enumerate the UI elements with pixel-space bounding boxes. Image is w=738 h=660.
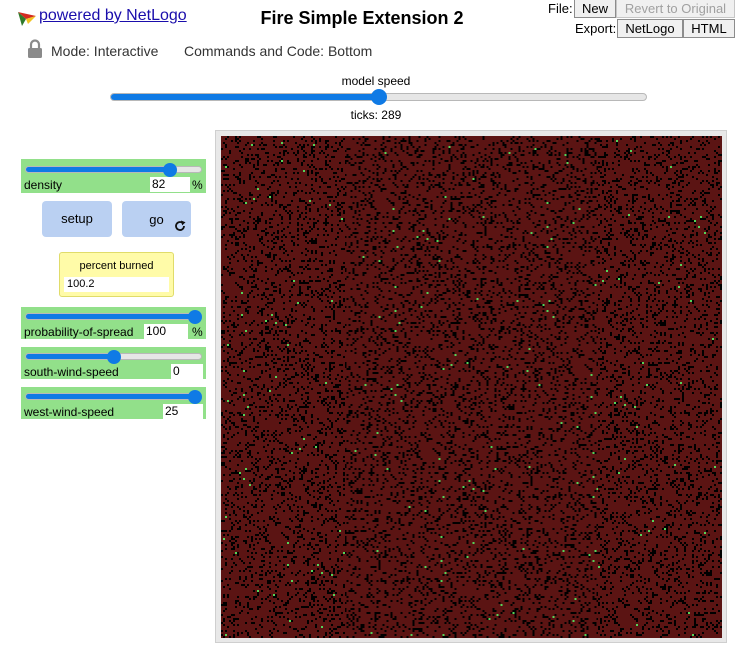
probability-unit: %: [192, 325, 203, 339]
south-wind-speed-slider[interactable]: south-wind-speed 0: [21, 347, 206, 379]
west-wind-speed-label: west-wind-speed: [24, 405, 115, 419]
south-wind-speed-value[interactable]: 0: [171, 364, 203, 379]
density-slider-fill: [26, 167, 170, 172]
model-title-container: Fire Simple Extension 2: [0, 8, 724, 29]
percent-burned-value: 100.2: [64, 277, 169, 292]
percent-burned-label: percent burned: [79, 260, 154, 272]
export-label: Export:: [575, 21, 617, 36]
west-wind-slider-fill: [26, 394, 201, 399]
density-label: density: [24, 178, 63, 192]
west-wind-speed-value[interactable]: 25: [163, 404, 203, 419]
probability-slider-fill: [26, 314, 201, 319]
percent-burned-monitor: percent burned 100.2: [59, 252, 174, 297]
south-wind-slider-thumb[interactable]: [106, 350, 121, 364]
model-speed-slider-thumb[interactable]: [370, 89, 387, 105]
probability-of-spread-value[interactable]: 100: [144, 324, 188, 339]
commands-and-code-toggle[interactable]: Commands and Code: Bottom: [184, 43, 373, 59]
go-button-label: go: [149, 212, 164, 227]
world-view-canvas[interactable]: [221, 136, 722, 638]
west-wind-speed-slider[interactable]: west-wind-speed 25: [21, 387, 206, 419]
probability-of-spread-slider[interactable]: probability-of-spread 100 %: [21, 307, 206, 339]
export-netlogo-button[interactable]: NetLogo: [617, 19, 683, 38]
lock-icon[interactable]: [27, 39, 43, 59]
forever-loop-icon: [175, 220, 186, 231]
setup-button[interactable]: setup: [42, 201, 112, 237]
file-label: File:: [548, 1, 573, 16]
density-value[interactable]: 82: [150, 177, 190, 192]
density-slider-track[interactable]: [25, 166, 202, 173]
density-slider-thumb[interactable]: [163, 163, 178, 177]
density-unit: %: [192, 178, 203, 192]
new-button[interactable]: New: [574, 0, 616, 18]
netlogo-logo-icon: [18, 12, 36, 26]
model-title: Fire Simple Extension 2: [260, 8, 464, 28]
probability-slider-track[interactable]: [25, 313, 202, 320]
powered-by-netlogo-link[interactable]: powered by NetLogo: [39, 7, 187, 24]
density-slider[interactable]: density 82 %: [21, 159, 206, 193]
go-button[interactable]: go: [122, 201, 191, 237]
south-wind-speed-label: south-wind-speed: [24, 365, 119, 379]
west-wind-slider-thumb[interactable]: [187, 390, 202, 404]
model-speed-label: model speed: [341, 74, 411, 88]
ticks-counter: ticks: 289: [350, 108, 402, 122]
model-speed-slider-fill: [111, 94, 379, 100]
mode-toggle[interactable]: Mode: Interactive: [51, 43, 159, 59]
world-view: [215, 130, 727, 643]
revert-to-original-button[interactable]: Revert to Original: [616, 0, 735, 18]
west-wind-slider-track[interactable]: [25, 393, 202, 400]
export-html-button[interactable]: HTML: [683, 19, 735, 38]
probability-slider-thumb[interactable]: [187, 310, 202, 324]
south-wind-slider-fill: [26, 354, 114, 359]
probability-of-spread-label: probability-of-spread: [24, 325, 134, 339]
